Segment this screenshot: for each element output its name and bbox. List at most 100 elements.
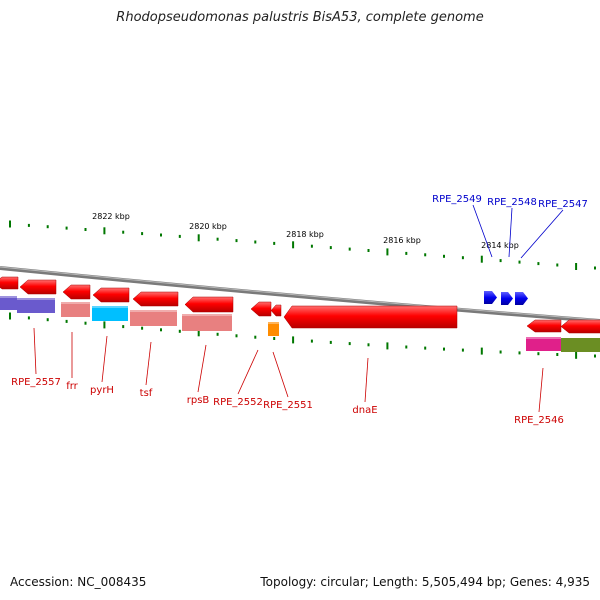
scale-tick-lower (594, 354, 596, 358)
gene-arrow-rpe-2548[interactable] (501, 292, 513, 305)
scale-tick-upper (27, 223, 30, 227)
scale-tick-lower (480, 347, 483, 355)
category-bar-pyrh (92, 306, 128, 321)
gene-label-rpe-2551[interactable]: RPE_2551 (263, 400, 313, 411)
scale-tick-lower (292, 336, 295, 344)
gene-label-rpe-2546[interactable]: RPE_2546 (514, 415, 564, 426)
topology-text: Topology: circular; Length: 5,505,494 bp… (260, 575, 590, 589)
scale-label-2818: 2818 kbp (286, 230, 324, 239)
gene-arrow-rpsb[interactable] (184, 296, 234, 313)
scale-tick-lower (575, 351, 578, 359)
scale-tick-lower (254, 335, 257, 339)
gene-label-dnae[interactable]: dnaE (352, 405, 377, 416)
gene-label-rpe-2552[interactable]: RPE_2552 (213, 397, 263, 408)
gene-arrow-rpe-2551[interactable] (270, 304, 282, 317)
gene-labels: RPE_2557 frr pyrH tsf rpsB RPE_2552 RPE_2551 dn… (11, 194, 588, 426)
gene-label-frr[interactable]: frr (66, 381, 78, 392)
category-bar-shine (268, 322, 279, 324)
scale-tick-lower (197, 329, 200, 337)
map-title: Rhodopseudomonas palustris BisA53, compl… (116, 10, 484, 25)
scale-tick-upper (178, 234, 181, 238)
scale-tick-upper (141, 232, 144, 236)
genome-backbone-highlight (0, 266, 600, 321)
category-bar-edge (0, 296, 17, 310)
scale-tick-lower (65, 319, 68, 323)
scale-tick-upper (480, 255, 483, 263)
gene-arrows (0, 276, 600, 334)
scale-tick-lower (518, 351, 521, 355)
gene-arrow-rpe-2557[interactable] (19, 279, 57, 295)
gene-arrow-rpe-2549[interactable] (484, 291, 497, 304)
label-line-rpe-2551 (272, 351, 289, 398)
gene-label-rpe-2547[interactable]: RPE_2547 (538, 199, 588, 210)
scale-tick-upper (518, 260, 521, 264)
scale-tick-lower (348, 342, 351, 346)
scale-tick-upper (556, 263, 559, 267)
scale-tick-upper (235, 239, 238, 243)
scale-ticks-upper (9, 220, 596, 270)
gene-label-tsf[interactable]: tsf (140, 388, 153, 399)
gene-arrow-frr[interactable] (62, 284, 91, 300)
label-line-rpe-2549 (472, 204, 493, 258)
gene-arrow-tsf[interactable] (132, 291, 179, 307)
genome-backbone (0, 266, 600, 323)
scale-tick-lower (424, 346, 427, 350)
scale-tick-lower (329, 340, 332, 344)
label-line-rpe-2546 (538, 367, 544, 413)
scale-tick-upper (65, 226, 68, 230)
scale-tick-upper (348, 247, 351, 251)
scale-tick-lower (235, 334, 238, 338)
scale-tick-upper (160, 233, 162, 237)
gene-arrow-rpe-2552[interactable] (250, 301, 272, 317)
scale-tick-lower (216, 332, 219, 336)
scale-tick-lower (310, 339, 313, 343)
gene-arrow-rpe-2546[interactable] (526, 319, 562, 333)
category-bar-frr (61, 302, 90, 317)
scale-tick-lower (141, 326, 144, 330)
label-line-tsf (145, 341, 152, 386)
gene-label-rpe-2557[interactable]: RPE_2557 (11, 377, 61, 388)
gene-arrow-edge-right[interactable] (560, 319, 600, 334)
gene-label-rpsb[interactable]: rpsB (187, 395, 210, 406)
scale-tick-upper (575, 263, 578, 270)
category-bar-shine (526, 337, 561, 339)
gene-label-rpe-2549[interactable]: RPE_2549 (432, 194, 482, 205)
category-bar-rpe-2557 (17, 298, 55, 313)
category-bar-edge-right (561, 338, 600, 352)
scale-tick-lower (27, 316, 30, 320)
scale-tick-upper (594, 266, 596, 270)
gene-arrow-pyrh[interactable] (92, 287, 130, 303)
scale-tick-lower (273, 337, 276, 340)
scale-tick-lower (160, 328, 162, 332)
scale-ticks-lower (9, 312, 596, 359)
scale-tick-lower (84, 321, 87, 325)
gene-arrow-dnae[interactable] (283, 305, 458, 329)
scale-tick-upper (122, 230, 125, 234)
gene-arrow-rpe-2547[interactable] (515, 292, 528, 305)
scale-tick-upper (310, 244, 313, 248)
scale-tick-lower (537, 352, 540, 356)
category-bar-shine (0, 296, 17, 298)
gene-label-rpe-2548[interactable]: RPE_2548 (487, 197, 537, 208)
gene-label-pyrh[interactable]: pyrH (90, 385, 114, 396)
label-lines (33, 204, 564, 413)
scale-tick-upper (46, 225, 49, 229)
scale-label-2822: 2822 kbp (92, 212, 130, 221)
label-line-rpe-2557 (33, 327, 37, 375)
scale-tick-upper (292, 241, 295, 249)
scale-tick-upper (461, 256, 464, 260)
category-bar-shine (130, 310, 177, 312)
category-bar-dnae (526, 337, 561, 351)
scale-tick-lower (103, 321, 106, 329)
scale-tick-lower (9, 312, 11, 320)
scale-tick-upper (197, 234, 200, 242)
scale-label-2820: 2820 kbp (189, 222, 227, 231)
label-line-dnae (364, 357, 369, 403)
scale-tick-upper (273, 241, 276, 245)
gene-arrow-edge[interactable] (0, 276, 19, 290)
scale-tick-upper (537, 262, 540, 266)
category-bar-shine (17, 298, 55, 300)
scale-tick-upper (103, 227, 106, 235)
scale-tick-lower (499, 350, 502, 354)
